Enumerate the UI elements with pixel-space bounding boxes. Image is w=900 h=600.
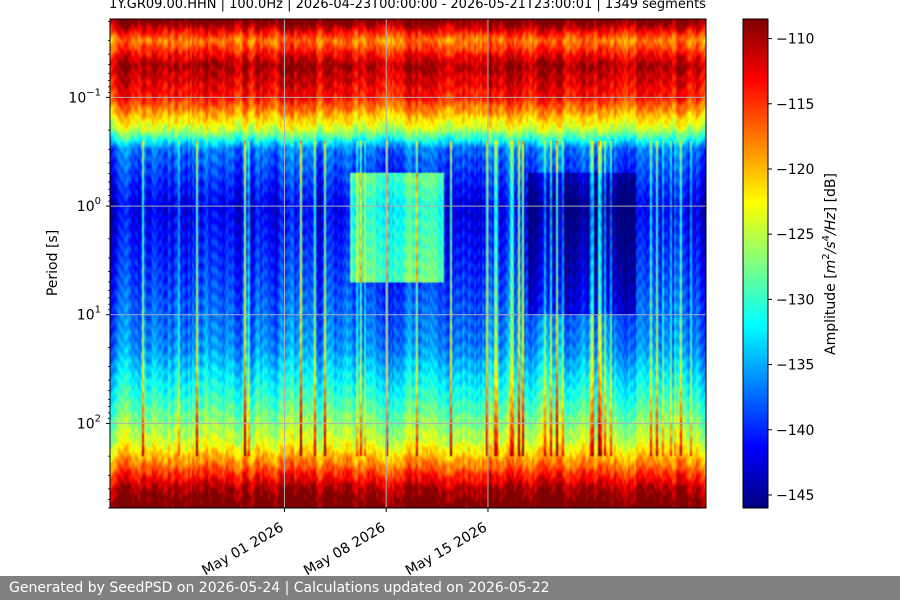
- colorbar-tick-label: −115: [776, 97, 814, 113]
- colorbar: [742, 18, 769, 509]
- colorbar-ticks: −110 −115 −120 −125 −130 −135 −140 −145: [768, 32, 814, 504]
- colorbar-tick-label: −120: [776, 162, 814, 178]
- colorbar-label-s: /s: [823, 241, 839, 255]
- chart-title: 1Y.GR09.00.HHN | 100.0Hz | 2026-04-23T00…: [109, 0, 706, 12]
- grid-lines: [110, 19, 706, 508]
- spectrogram: [110, 19, 706, 508]
- y-tick-label: 100: [77, 196, 101, 215]
- footer-bar: Generated by SeedPSD on 2026-05-24 | Cal…: [0, 576, 900, 600]
- colorbar-tick-label: −110: [776, 32, 814, 48]
- y-axis: 10−1 100 101 102: [68, 21, 110, 509]
- x-axis: May 01 2026 May 08 2026 May 15 2026: [199, 508, 490, 576]
- x-tick-label: May 08 2026: [301, 520, 388, 576]
- y-tick-label: 102: [77, 413, 101, 432]
- y-tick-label: 10−1: [68, 87, 101, 106]
- y-axis-label: Period [s]: [45, 230, 61, 296]
- colorbar-label-post: ] [dB]: [823, 173, 839, 212]
- spectrogram-image: [110, 19, 706, 508]
- colorbar-label: Amplitude [m2/s4/Hz] [dB]: [821, 173, 839, 355]
- colorbar-label-pre: Amplitude [: [823, 273, 839, 355]
- footer-text: Generated by SeedPSD on 2026-05-24 | Cal…: [9, 580, 550, 596]
- plot-frame: [109, 18, 707, 509]
- y-tick-label: 101: [77, 305, 101, 324]
- colorbar-tick-label: −130: [776, 292, 814, 308]
- colorbar-tick-label: −135: [776, 358, 814, 374]
- colorbar-label-hz: /Hz: [823, 212, 839, 237]
- colorbar-label-sup2: 2: [821, 253, 832, 259]
- colorbar-tick-label: −145: [776, 488, 814, 504]
- colorbar-tick-label: −125: [776, 227, 814, 243]
- colorbar-label-m: m: [823, 260, 839, 274]
- x-tick-label: May 15 2026: [403, 520, 490, 576]
- x-tick-label: May 01 2026: [199, 520, 286, 576]
- colorbar-label-sup4: 4: [821, 235, 832, 241]
- colorbar-tick-label: −140: [776, 423, 814, 439]
